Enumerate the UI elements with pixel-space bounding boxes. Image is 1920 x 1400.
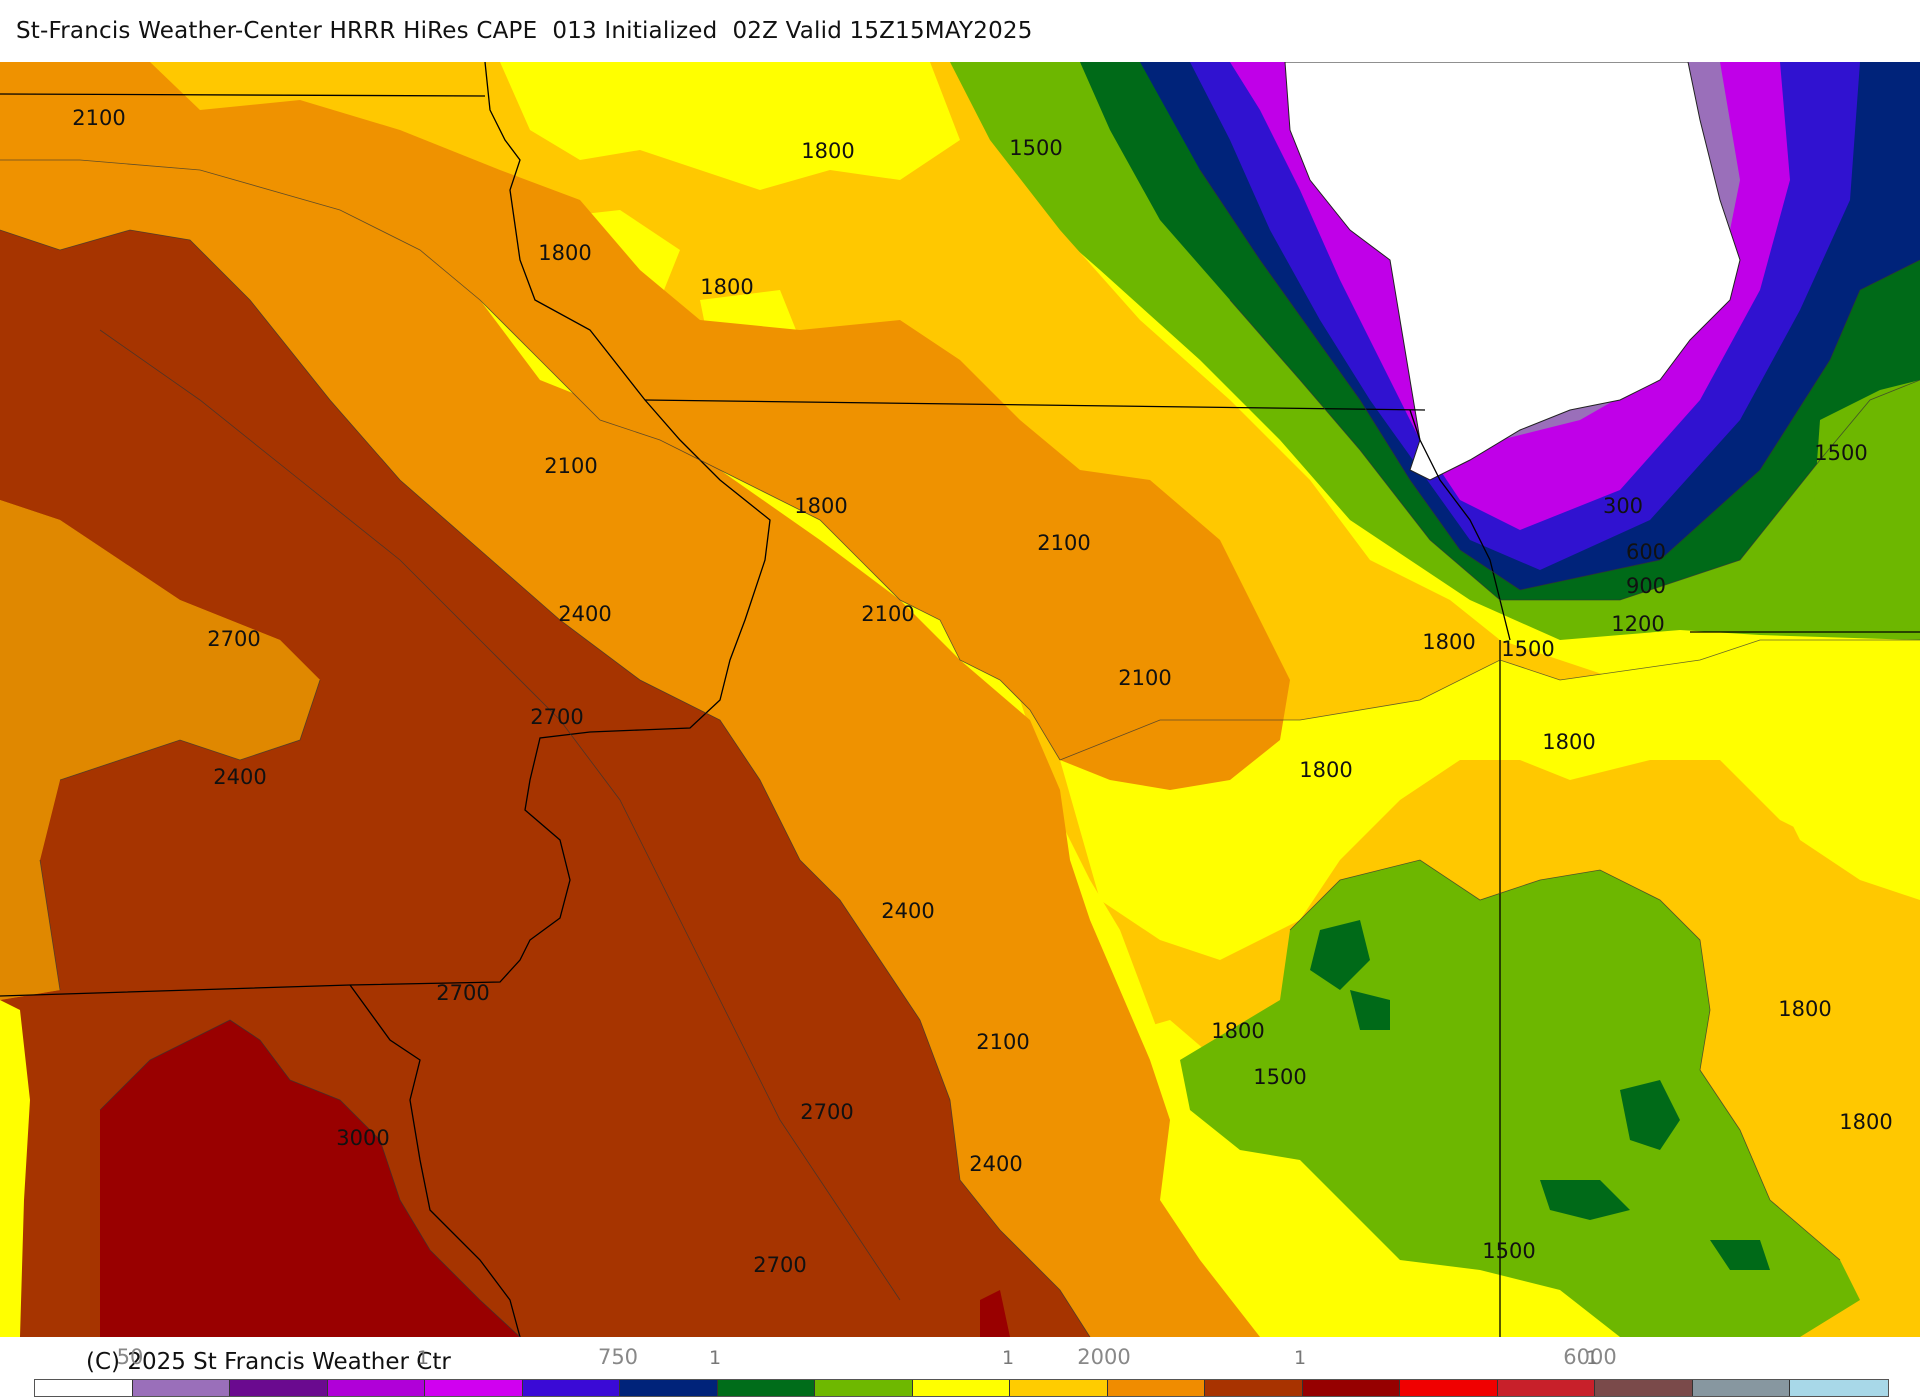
colorbar-swatch [522, 1380, 620, 1396]
cape-map-svg: 2100 1800 1500 1800 1800 2100 1800 2100 300 600 90… [0, 62, 1920, 1337]
colorbar-swatch [815, 1380, 913, 1396]
contour-label: 1500 [1253, 1065, 1306, 1089]
contour-label: 2100 [1118, 666, 1171, 690]
colorbar-swatch [1302, 1380, 1400, 1396]
colorbar-tick-mark: 1 [416, 1347, 430, 1369]
fill-900-se-b [1350, 990, 1390, 1030]
map-title: St-Francis Weather-Center HRRR HiRes CAP… [16, 18, 1033, 44]
header-bar: St-Francis Weather-Center HRRR HiRes CAP… [0, 0, 1920, 62]
contour-label: 2700 [800, 1100, 853, 1124]
fill-900-se-c [1620, 1080, 1680, 1150]
colorbar-swatch [912, 1380, 1010, 1396]
contour-label: 3000 [336, 1126, 389, 1150]
colorbar-swatch [35, 1380, 133, 1396]
contour-label: 2400 [213, 765, 266, 789]
contour-label: 1800 [538, 241, 591, 265]
colorbar [34, 1379, 1889, 1397]
contour-label: 1800 [801, 139, 854, 163]
contour-labels: 2100 1800 1500 1800 1800 2100 1800 2100 300 600 90… [72, 106, 1892, 1277]
contour-label: 1800 [794, 494, 847, 518]
lake-michigan [1284, 62, 1741, 481]
colorbar-swatch [230, 1380, 328, 1396]
colorbar-tick-mark: 1 [708, 1347, 722, 1369]
fill-2400-west [0, 500, 320, 1000]
contour-label: 1800 [700, 275, 753, 299]
contour-label: 1800 [1542, 730, 1595, 754]
contour-label: 600 [1626, 540, 1666, 564]
contour-label: 1500 [1501, 637, 1554, 661]
fill-1200-northeast [1810, 380, 1920, 630]
fill-1500-west-edge [0, 1000, 30, 1337]
colorbar-swatch [717, 1380, 815, 1396]
colorbar-tick-label: 50 [116, 1345, 144, 1369]
colorbar-swatch [1595, 1380, 1693, 1396]
colorbar-tick-label: 6000 [1563, 1345, 1617, 1369]
contour-label: 1500 [1482, 1239, 1535, 1263]
colorbar-swatch [327, 1380, 425, 1396]
contour-label: 1800 [1839, 1110, 1892, 1134]
fill-3000-zone [100, 1020, 520, 1337]
contour-label: 2400 [881, 899, 934, 923]
contour-label: 1500 [1009, 136, 1062, 160]
contour-label: 2100 [861, 602, 914, 626]
fill-900-se-e [1710, 1240, 1770, 1270]
colorbar-swatch [132, 1380, 230, 1396]
colorbar-swatch [1497, 1380, 1595, 1396]
contour-label: 2700 [436, 981, 489, 1005]
fill-3000-spot [980, 1290, 1010, 1337]
contour-label: 300 [1603, 494, 1643, 518]
colorbar-swatch [620, 1380, 718, 1396]
copyright-text: (C) 2025 St Francis Weather Ctr [86, 1349, 451, 1375]
colorbar-swatch [1205, 1380, 1303, 1396]
colorbar-swatch [1790, 1380, 1888, 1396]
colorbar-swatch [1107, 1380, 1205, 1396]
colorbar-tick-mark: 1 [1001, 1347, 1015, 1369]
contour-label: 2700 [530, 705, 583, 729]
contour-label: 2400 [558, 602, 611, 626]
boundaries [0, 62, 1920, 1337]
contour-label: 1800 [1211, 1019, 1264, 1043]
colorbar-swatch [1692, 1380, 1790, 1396]
contour-label: 2700 [753, 1253, 806, 1277]
contour-label: 1800 [1299, 758, 1352, 782]
contour-label: 1800 [1422, 630, 1475, 654]
contour-lines [0, 159, 1920, 1337]
colorbar-tick-mark: 1 [1293, 1347, 1307, 1369]
contour-label: 2100 [72, 106, 125, 130]
contour-label: 2400 [969, 1152, 1022, 1176]
contour-label: 2100 [544, 454, 597, 478]
contour-label: 1500 [1814, 441, 1867, 465]
colorbar-swatch [425, 1380, 523, 1396]
contour-label: 1800 [1778, 997, 1831, 1021]
contour-label: 1200 [1611, 612, 1664, 636]
contour-label: 2100 [976, 1030, 1029, 1054]
contour-label: 2700 [207, 627, 260, 651]
colorbar-swatch [1400, 1380, 1498, 1396]
contour-label: 2100 [1037, 531, 1090, 555]
colorbar-tick-label: 2000 [1077, 1345, 1131, 1369]
fill-900-se-a [1310, 920, 1370, 990]
fill-900-se-d [1540, 1180, 1630, 1220]
cape-map: 2100 1800 1500 1800 1800 2100 1800 2100 300 600 90… [0, 62, 1920, 1337]
fill-1500-pocket-a [500, 62, 960, 190]
contour-label: 900 [1626, 574, 1666, 598]
colorbar-tick-mark: 1 [1585, 1347, 1599, 1369]
colorbar-tick-label: 750 [597, 1345, 639, 1369]
footer-bar: (C) 2025 St Francis Weather Ctr 50 750 200… [0, 1337, 1920, 1400]
colorbar-swatch [1010, 1380, 1108, 1396]
